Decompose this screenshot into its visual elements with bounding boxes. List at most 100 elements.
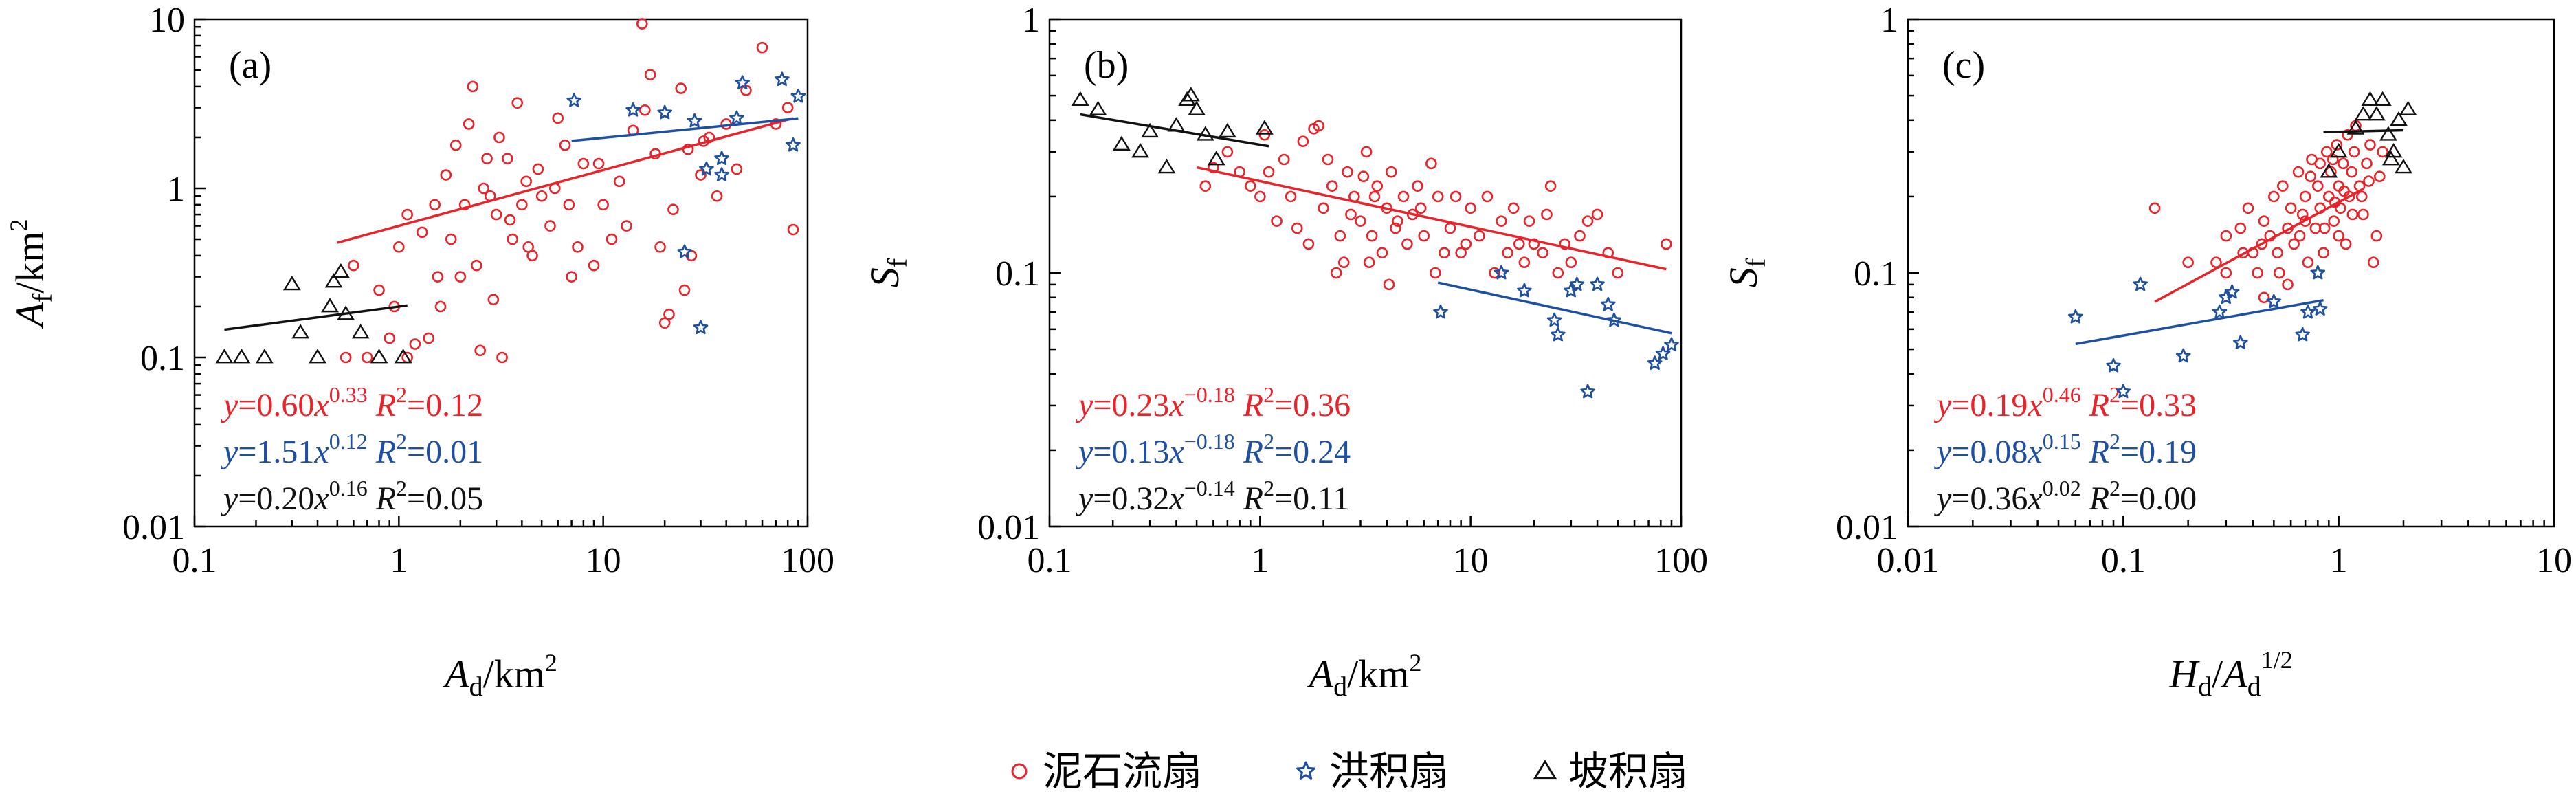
y-tick-label: 1 (1880, 1, 1898, 40)
data-point (1661, 238, 1672, 250)
data-point (1326, 180, 1338, 192)
data-point (2312, 180, 2324, 192)
data-point (487, 294, 500, 306)
data-point (1544, 180, 1557, 192)
data-point (2288, 238, 2300, 250)
data-point (1390, 222, 1401, 234)
data-point (2252, 267, 2263, 279)
data-point (2338, 185, 2350, 197)
series-circle (1196, 120, 1672, 291)
data-point (2329, 143, 2348, 158)
data-point (511, 97, 524, 109)
data-point (504, 214, 516, 226)
series-triangle (2320, 91, 2417, 178)
fit-equation: y=0.20x0.16 R2=0.05 (220, 476, 483, 517)
data-point (370, 349, 388, 364)
fit-equation: y=0.23x−0.18 R2=0.36 (1075, 382, 1351, 423)
axis-ticks (193, 18, 809, 528)
data-point (756, 41, 768, 54)
y-tick-label: 1 (1022, 1, 1040, 40)
data-point (2361, 157, 2373, 170)
data-point (331, 263, 350, 278)
data-point (2266, 294, 2282, 309)
data-point (2299, 190, 2311, 203)
data-point (636, 18, 648, 30)
data-point (2106, 358, 2121, 373)
data-point (1318, 202, 1329, 214)
data-point (2292, 166, 2305, 178)
panels: 0.1 1 10 1000.010.1110Ad/km2Af/km2(a)y=0.60… (5, 1, 2572, 702)
data-point (1564, 283, 1579, 298)
data-point (644, 69, 656, 80)
data-point (1494, 265, 1509, 280)
data-point (394, 349, 412, 364)
data-point (2258, 291, 2270, 304)
data-point (781, 102, 794, 113)
data-point (2381, 151, 2400, 166)
data-point (2320, 163, 2338, 178)
data-point (2305, 170, 2316, 183)
axis-ticks (1048, 18, 1683, 528)
x-tick-label: 100 (1654, 541, 1708, 580)
data-point (678, 284, 691, 296)
data-point (445, 233, 457, 245)
fit-line (2154, 188, 2364, 303)
data-point (2300, 304, 2316, 319)
data-point (1518, 256, 1531, 269)
data-point (2296, 208, 2309, 221)
fit-line (2075, 298, 2324, 346)
data-point (2346, 166, 2357, 178)
data-point (2277, 180, 2289, 192)
data-point (440, 169, 452, 181)
data-point (1433, 304, 1448, 319)
data-point (1157, 158, 1176, 174)
data-point (1322, 153, 1334, 166)
data-point (2333, 230, 2344, 242)
series-circle (337, 18, 799, 364)
data-point (215, 349, 234, 364)
data-point (2320, 146, 2333, 158)
data-point (2399, 100, 2417, 115)
data-point (1360, 146, 1373, 158)
data-point (1401, 238, 1413, 250)
data-point (1376, 247, 1388, 259)
data-point (1591, 208, 1603, 221)
data-point (384, 332, 396, 344)
axis-ticks (1907, 18, 2555, 528)
y-tick-label: 0.1 (1854, 254, 1898, 294)
data-point (2379, 126, 2397, 141)
x-axis-label: Hd/Ad1/2 (2168, 646, 2292, 702)
x-tick-label: 0.1 (2101, 541, 2146, 580)
data-point (1334, 230, 1346, 242)
y-axis-label: Sf (863, 258, 913, 287)
data-point (2357, 208, 2369, 221)
data-point (1552, 267, 1564, 279)
data-point (478, 182, 490, 195)
data-point (1559, 238, 1570, 250)
data-point (1112, 135, 1131, 151)
fit-equation: y=0.13x−0.18 R2=0.24 (1075, 429, 1351, 470)
data-point (1523, 215, 1535, 227)
data-point (775, 71, 790, 87)
data-point (401, 208, 413, 221)
data-point (1141, 122, 1159, 138)
fit-line (337, 117, 794, 244)
data-point (2068, 309, 2083, 324)
data-point (1397, 190, 1410, 203)
data-point (434, 300, 447, 313)
fit-equation: y=0.36x0.02 R2=0.00 (1933, 476, 2197, 517)
data-point (597, 199, 609, 211)
data-point (232, 349, 251, 364)
data-point (2367, 106, 2386, 121)
data-point (544, 220, 556, 232)
x-tick-label: 1 (2330, 541, 2348, 580)
data-point (787, 223, 799, 236)
fit-equation: y=1.51x0.12 R2=0.01 (220, 429, 483, 470)
data-point (2220, 230, 2232, 242)
data-point (1574, 230, 1586, 242)
data-point (1606, 312, 1622, 327)
data-point (2175, 348, 2191, 363)
data-point (2374, 170, 2386, 183)
data-point (1489, 267, 1500, 279)
data-point (2285, 202, 2297, 214)
